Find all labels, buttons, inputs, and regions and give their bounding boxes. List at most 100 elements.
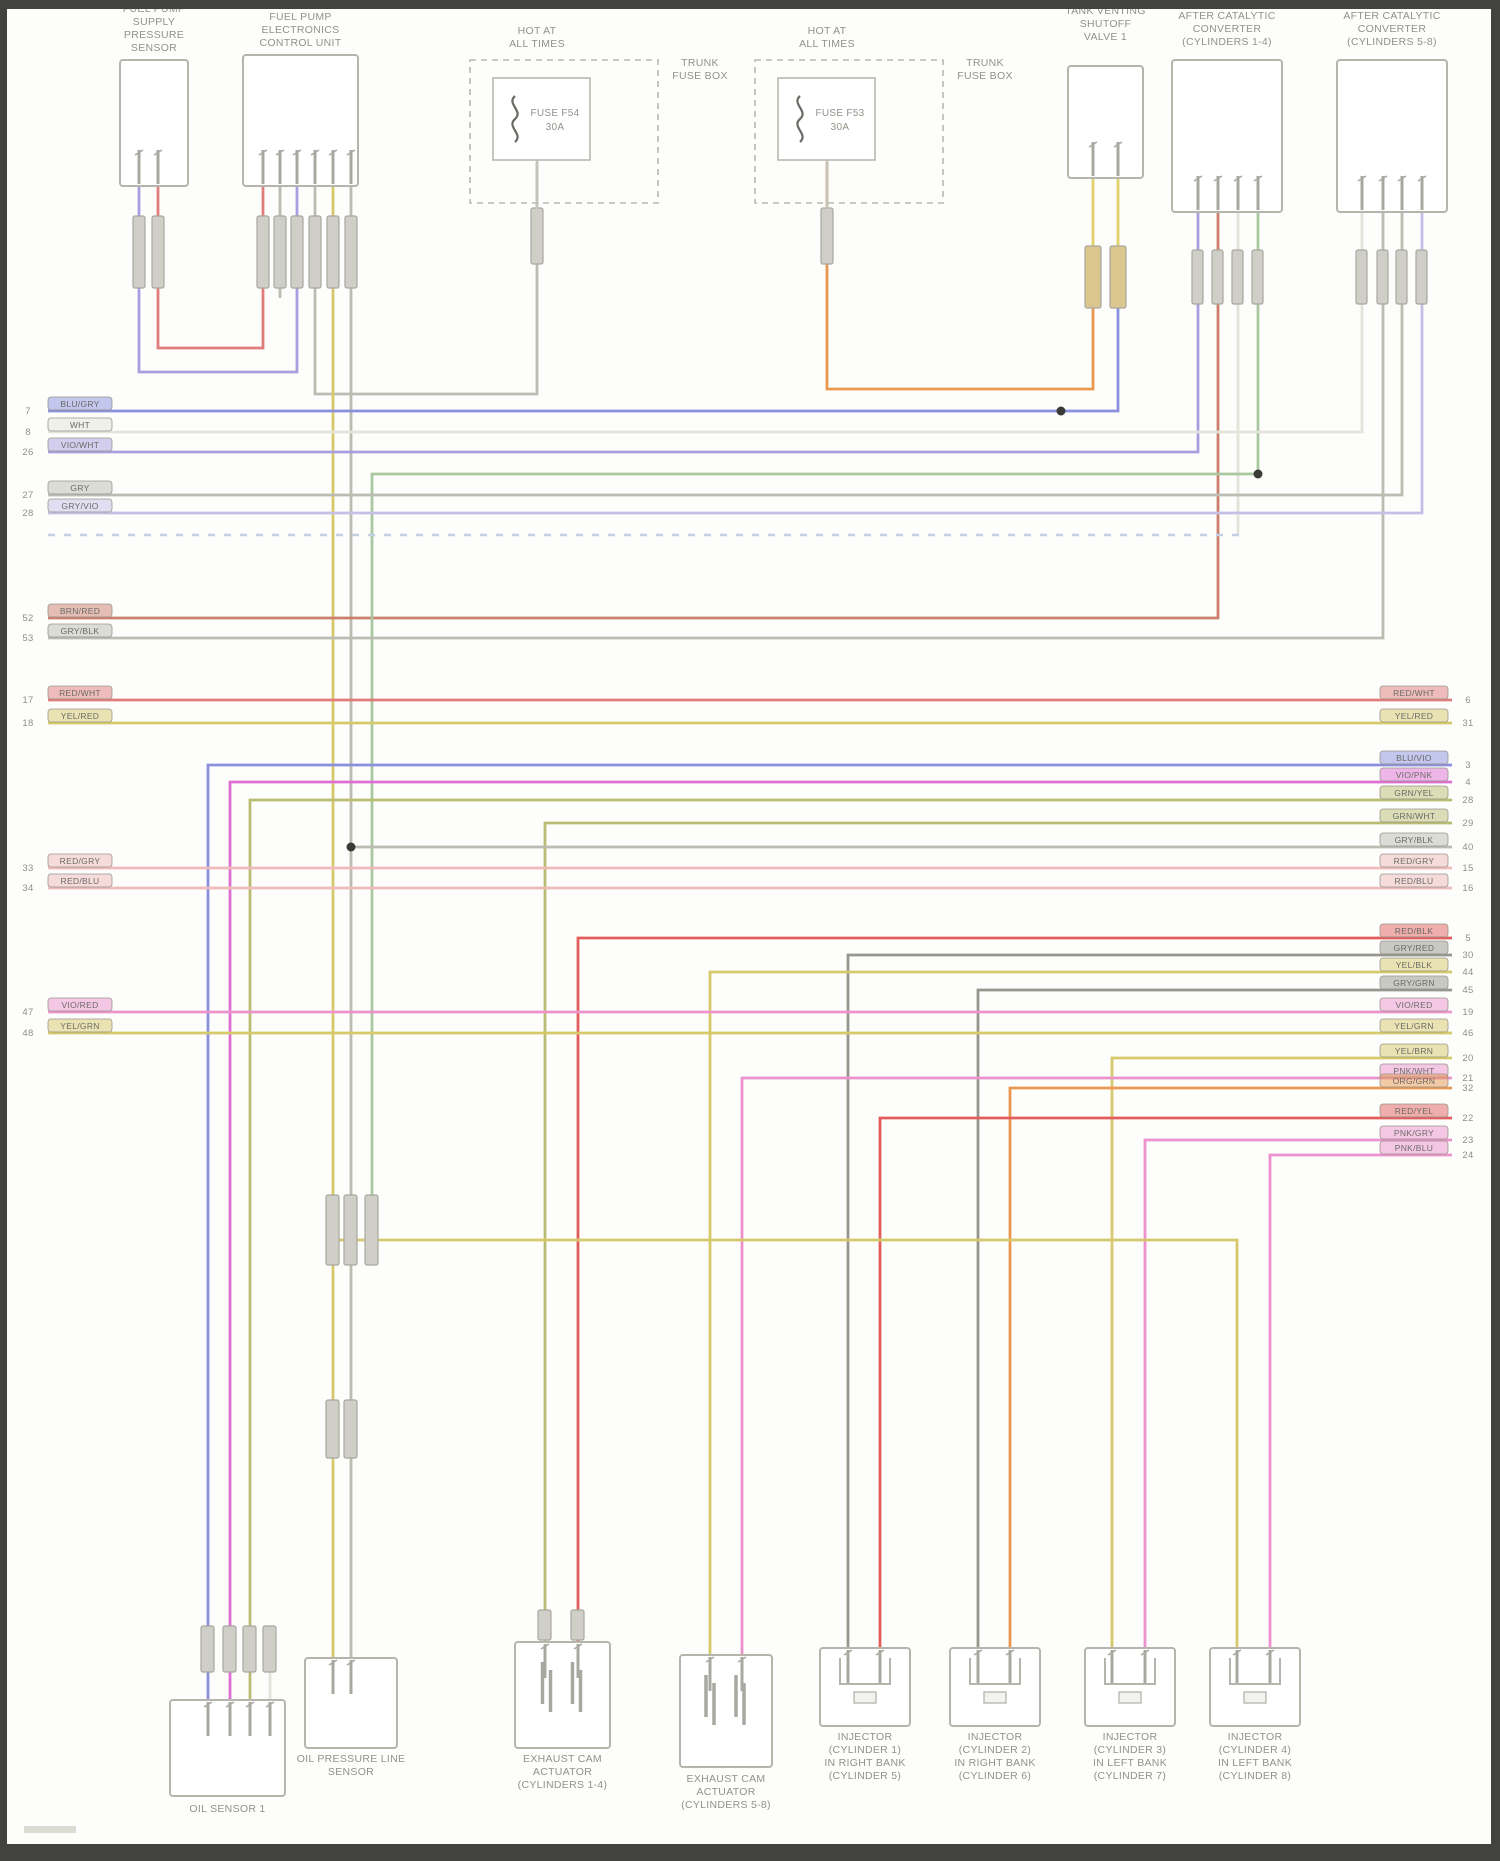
- component-tank-venting-shutoff-valve: [1067, 65, 1144, 179]
- component-pin-tick: [573, 1643, 583, 1650]
- wire-code-text: YEL/RED: [1395, 711, 1433, 721]
- pin-number: 53: [22, 633, 33, 644]
- component-pin-tick: [973, 1649, 983, 1656]
- wire-code-text: GRN/YEL: [1394, 788, 1433, 798]
- component-fuse-feed-1-dashed-box: [469, 59, 659, 204]
- wire-code-text: RED/GRY: [1394, 856, 1435, 866]
- wire-stub-label: [47, 480, 113, 495]
- component-lambda-probe-bank1-label: CONVERTER: [1193, 23, 1262, 35]
- fuse-label: FUSE F53: [815, 108, 864, 119]
- component-pin-tick: [1213, 175, 1223, 182]
- inline-connector: [364, 1194, 379, 1266]
- component-lambda-probe-bank2-label: AFTER CATALYTIC: [1343, 10, 1440, 22]
- component-lambda-probe-bank1-label: (CYLINDERS 1-4): [1182, 36, 1272, 48]
- wire-stub-label: [1379, 685, 1449, 700]
- hot-at-all-times-label: HOT AT: [518, 25, 557, 37]
- pin-number: 24: [1462, 1150, 1473, 1161]
- junction-dot: [1056, 406, 1066, 416]
- wire-code-text: VIO/RED: [1395, 1000, 1432, 1010]
- component-pin-tick: [258, 149, 268, 156]
- inline-connector: [273, 215, 287, 289]
- pin-number: 45: [1462, 985, 1473, 996]
- wire-code-text: PNK/GRY: [1394, 1128, 1434, 1138]
- wire-code-text: YEL/BRN: [1395, 1046, 1433, 1056]
- injector-inner-shape: [839, 1658, 891, 1685]
- component-injector-3: [1084, 1647, 1176, 1727]
- wire-gold: [333, 1238, 1239, 1648]
- component-exhaust-cam-actuator-2: [679, 1654, 773, 1768]
- component-pin-tick: [153, 149, 163, 156]
- wire-stub-label: [1379, 1103, 1449, 1118]
- component-oil-pressure-line-sensor: [304, 1657, 398, 1749]
- injector-inner-tag: [983, 1691, 1007, 1704]
- component-pin-tick: [203, 1701, 213, 1708]
- inline-connector: [290, 215, 304, 289]
- wire-code-text: RED/WHT: [59, 688, 101, 698]
- wire-stub-label: [47, 997, 113, 1012]
- wire-stub-label: [47, 417, 113, 432]
- wire-stub-label: [1379, 1140, 1449, 1155]
- pin-number: 7: [25, 406, 31, 417]
- component-pin-tick: [134, 149, 144, 156]
- component-injector-3-label: (CYLINDER 3): [1094, 1744, 1166, 1756]
- wire-code-text: PNK/WHT: [1393, 1066, 1434, 1076]
- wire-stub-label: [47, 437, 113, 452]
- component-pin-tick: [737, 1656, 747, 1663]
- wire-orange: [1008, 1086, 1452, 1648]
- inline-connector: [1084, 245, 1102, 309]
- component-fuel-pump-supply-pressure-sensor-label: SUPPLY: [133, 16, 175, 28]
- fuse-label: FUSE F54: [530, 108, 579, 119]
- component-pin-tick: [1417, 175, 1427, 182]
- wire-code-text: RED/BLU: [61, 876, 100, 886]
- wire-code-text: GRY/GRN: [1393, 978, 1435, 988]
- wire-stub-label: [1379, 767, 1449, 782]
- pin-number: 28: [1462, 795, 1473, 806]
- wire-olive: [248, 798, 1452, 1700]
- component-exhaust-cam-actuator-1: [514, 1641, 611, 1749]
- wire-stub-label: [47, 853, 113, 868]
- component-exhaust-cam-actuator-1-label: EXHAUST CAM: [523, 1753, 602, 1765]
- pin-number: 47: [22, 1007, 33, 1018]
- pin-number: 33: [22, 863, 33, 874]
- wire-code-text: BLU/VIO: [1396, 753, 1432, 763]
- inline-connector: [1376, 249, 1389, 305]
- wire-stub-label: [1379, 1073, 1449, 1088]
- component-pin-tick: [843, 1649, 853, 1656]
- junction-dot: [346, 842, 356, 852]
- component-pin-tick: [1232, 1649, 1242, 1656]
- wire-code-text: GRN/WHT: [1393, 811, 1436, 821]
- component-injector-4-label: IN LEFT BANK: [1218, 1757, 1292, 1769]
- wire-gray: [48, 212, 1404, 497]
- component-injector-1: [819, 1647, 911, 1727]
- injector-inner-tag: [1243, 1691, 1267, 1704]
- wire-code-text: RED/GRY: [60, 856, 101, 866]
- wire-gold: [1110, 1056, 1452, 1648]
- wire-code-text: GRY/BLK: [61, 626, 100, 636]
- wire-code-text: BLU/GRY: [60, 399, 99, 409]
- wire-blue: [206, 763, 1452, 1700]
- pin-number: 30: [1462, 950, 1473, 961]
- component-injector-4-label: (CYLINDER 8): [1219, 1770, 1291, 1782]
- pin-number: 40: [1462, 842, 1473, 853]
- wire-code-text: YEL/BLK: [1396, 960, 1433, 970]
- hot-at-all-times-label: ALL TIMES: [799, 38, 855, 50]
- wire-stub-label: [1379, 853, 1449, 868]
- component-pin-tick: [1265, 1649, 1275, 1656]
- inline-connector: [820, 207, 834, 265]
- inline-connector: [1355, 249, 1368, 305]
- component-injector-1-label: (CYLINDER 5): [829, 1770, 901, 1782]
- wire-code-text: GRY/BLK: [1395, 835, 1434, 845]
- component-pin-tick: [346, 1659, 356, 1666]
- wire-brightred: [576, 936, 1452, 1642]
- pin-number: 48: [22, 1028, 33, 1039]
- inline-connector: [1211, 249, 1224, 305]
- fuse-symbol: [796, 95, 804, 143]
- wire-brightred: [878, 1116, 1452, 1648]
- pin-number: 19: [1462, 1007, 1473, 1018]
- page-frame-top: [0, 0, 1500, 9]
- pin-number: 4: [1465, 777, 1471, 788]
- wire-redbrown: [48, 212, 1220, 620]
- component-exhaust-cam-actuator-1-label: (CYLINDERS 1-4): [518, 1779, 608, 1791]
- wire-dkgray: [846, 953, 1452, 1648]
